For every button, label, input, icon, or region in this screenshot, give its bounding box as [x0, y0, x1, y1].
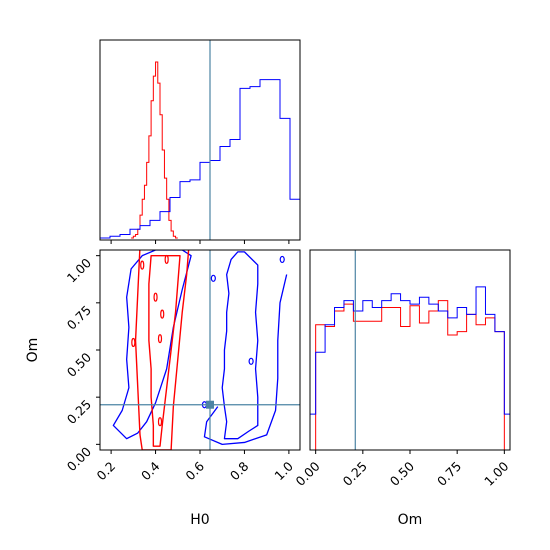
contour-red-blob-0	[153, 292, 158, 302]
y-axis-label-om: Om	[25, 338, 41, 363]
contour-red-blob-6	[157, 417, 163, 427]
x-tick-label-h0-1: 0.4	[138, 458, 163, 483]
contour-blue-blob-1	[210, 274, 216, 282]
x-tick-label-h0-2: 0.6	[182, 458, 207, 483]
x-tick-label-om-2: 0.50	[387, 458, 417, 488]
hist-h0-frame	[99, 39, 301, 241]
y-tick-label-om-2: 0.50	[64, 349, 94, 379]
contour-blue-outer	[112, 250, 192, 440]
contour-red-blob-2	[164, 254, 169, 265]
x-tick-label-h0-4: 1.0	[271, 458, 296, 483]
hist-om-frame	[309, 249, 511, 451]
x-axis-label-om: Om	[398, 512, 423, 528]
contour-red-blob-5	[157, 334, 163, 344]
x-tick-label-om-4: 1.00	[481, 458, 511, 488]
contour-blue-blob-2	[248, 357, 254, 365]
contour-blue-blob-0	[279, 255, 285, 264]
hist-h0-red	[131, 61, 178, 239]
hist-h0-panel	[99, 39, 301, 244]
contour-panel: 0.2 0.4 0.6 0.8 1.0 0.000.250.500.751.00 H0 …	[25, 249, 301, 528]
y-tick-label-om-0: 0.00	[64, 444, 94, 474]
hist-om-panel: 0.00 0.25 0.50 0.75 1.00 Om	[292, 249, 511, 528]
x-tick-label-om-1: 0.25	[340, 459, 370, 489]
x-axis-label-h0: H0	[190, 512, 209, 528]
hist-om-blue	[310, 286, 510, 450]
x-tick-label-om-3: 0.75	[434, 459, 464, 489]
x-tick-label-h0-3: 0.8	[227, 458, 252, 483]
y-tick-label-om-3: 0.75	[64, 302, 94, 332]
contour-red-1	[134, 250, 190, 450]
hist-om-red	[315, 300, 505, 450]
y-tick-label-om-4: 1.00	[64, 255, 94, 285]
contour-red-blob-3	[140, 260, 145, 270]
contour-blue-right	[203, 274, 288, 445]
y-tick-label-om-1: 0.25	[64, 397, 94, 427]
contour-red-0	[148, 254, 181, 447]
x-tick-label-h0-0: 0.2	[94, 459, 119, 484]
truth-marker	[206, 400, 214, 409]
x-tick-label-om-0: 0.00	[292, 458, 322, 488]
contour-red-blob-4	[131, 337, 136, 348]
contour-red-blob-1	[160, 309, 165, 319]
contour-blue-inner	[221, 251, 259, 440]
hist-h0-blue	[100, 79, 300, 239]
